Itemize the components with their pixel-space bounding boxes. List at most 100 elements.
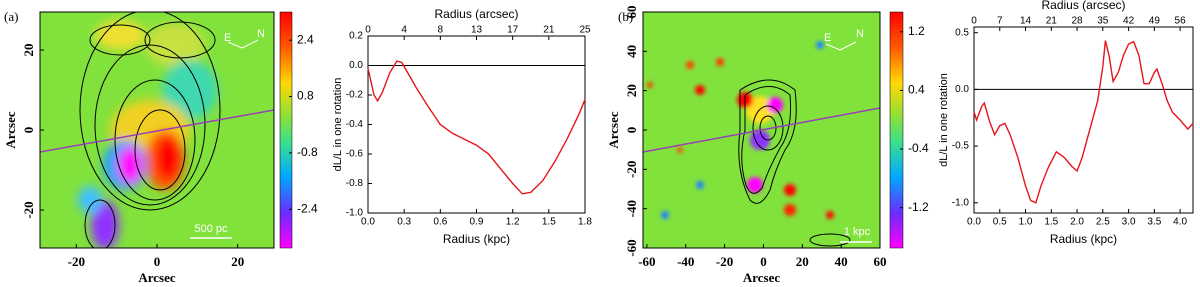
x2-tick-label: 42 (1123, 16, 1135, 27)
x-tick-label: -20 (716, 254, 733, 269)
x2-tick-label: 13 (471, 25, 483, 36)
x2-tick-label: 35 (1097, 16, 1109, 27)
x-tick-label: 0.0 (361, 217, 375, 228)
colorbar-tick-label: -0.8 (297, 145, 318, 159)
x-axis-label: Radius (kpc) (443, 232, 510, 246)
colorbar-tick-label: -0.4 (908, 141, 929, 155)
x-tick-label: -20 (68, 254, 85, 269)
x-tick-label: 3.0 (1122, 217, 1136, 228)
y-tick-label: 0.2 (349, 31, 363, 42)
y-tick-label: 0.5 (955, 27, 969, 38)
x2-tick-label: 0 (971, 16, 977, 27)
x-tick-label: 1.5 (542, 217, 556, 228)
colorbar-frame (889, 11, 904, 249)
x-axis-label: Arcsec (743, 270, 781, 285)
x-tick-label: -60 (638, 254, 655, 269)
x-tick-label: 1.8 (578, 217, 592, 228)
y-tick-label: -0.8 (346, 178, 364, 189)
y-tick-label: 20 (21, 44, 36, 57)
north-label: N (856, 28, 864, 40)
y-tick-label: -40 (624, 200, 639, 217)
map-image: 1 kpc E N (643, 12, 880, 248)
x-tick-label: 0.6 (433, 217, 447, 228)
x2-tick-label: 0 (365, 25, 371, 36)
x-tick-label: 1.2 (506, 217, 520, 228)
y-tick-label: -20 (21, 201, 36, 218)
east-label: E (824, 32, 831, 44)
y-tick-label: 0.0 (349, 60, 363, 71)
x2-tick-label: 8 (438, 25, 444, 36)
colorbar (280, 12, 292, 248)
colorbar-tick-label: -1.2 (908, 200, 929, 214)
y-tick-label: -0.5 (952, 141, 970, 152)
x-tick-label: 0.0 (967, 217, 981, 228)
x-tick-label: 1.0 (1019, 217, 1033, 228)
x2-tick-label: 21 (1046, 16, 1058, 27)
data-line (367, 60, 586, 195)
colorbar-tick-label: -2.4 (297, 201, 318, 215)
x-tick-label: -40 (677, 254, 694, 269)
x-axis-label: Radius (kpc) (1050, 232, 1117, 246)
y-tick-label: 60 (624, 6, 639, 19)
x-tick-label: 0.3 (397, 217, 411, 228)
x-tick-label: 2.5 (1096, 217, 1110, 228)
y-tick-label: -1.0 (346, 208, 364, 219)
x-tick-label: 4.0 (1173, 217, 1187, 228)
y-tick-label: -20 (624, 161, 639, 178)
x-tick-label: 1.5 (1044, 217, 1058, 228)
colorbar (890, 12, 903, 248)
y-tick-label: -0.4 (346, 119, 364, 130)
x2-tick-label: 21 (543, 25, 555, 36)
x-tick-label: 2.0 (1070, 217, 1084, 228)
plot-frame (973, 26, 1194, 214)
x-tick-label: 0.9 (470, 217, 484, 228)
x2-tick-label: 14 (1020, 16, 1032, 27)
x-tick-label: 0 (154, 254, 161, 269)
y-tick-label: 0.0 (955, 84, 969, 95)
y-axis-label: Arcsec (606, 111, 621, 149)
y-tick-label: -60 (624, 239, 639, 256)
y-tick-label: 0 (624, 127, 639, 134)
y-axis-label: dL/L in one rotation (332, 78, 344, 172)
colorbar-tick-label: 0.4 (908, 83, 925, 97)
panel-label: (b) (618, 9, 633, 24)
y-tick-label: 0 (21, 127, 36, 134)
x-tick-label: 0.5 (993, 217, 1007, 228)
colorbar-tick-label: 2.4 (297, 32, 314, 46)
east-label: E (224, 32, 231, 44)
x2-tick-label: 4 (401, 25, 407, 36)
x-tick-label: 60 (874, 254, 887, 269)
x2-tick-label: 7 (997, 16, 1003, 27)
y-tick-label: -0.2 (346, 90, 364, 101)
y-axis-label: dL/L in one rotation (938, 73, 950, 167)
colorbar-tick-label: 0.8 (297, 89, 314, 103)
data-line (973, 40, 1194, 204)
x-tick-label: 20 (231, 254, 244, 269)
y-tick-label: -0.6 (346, 149, 364, 160)
scale-bar-label: 500 pc (194, 223, 228, 235)
x2-tick-label: 25 (579, 25, 591, 36)
x2-tick-label: 17 (507, 25, 519, 36)
y-tick-label: -1.0 (952, 197, 970, 208)
x2-tick-label: 28 (1071, 16, 1083, 27)
north-label: N (257, 28, 265, 40)
panel-label: (a) (4, 9, 18, 24)
x-tick-label: 40 (835, 254, 848, 269)
x2-tick-label: 56 (1175, 16, 1187, 27)
colorbar-tick-label: 1.2 (908, 24, 925, 38)
y-axis-label: Arcsec (3, 111, 18, 149)
y-tick-label: 40 (624, 45, 639, 58)
x2-axis-label: Radius (arcsec) (434, 7, 518, 21)
x-tick-label: 20 (796, 254, 809, 269)
x-tick-label: 3.5 (1147, 217, 1161, 228)
x2-tick-label: 49 (1149, 16, 1161, 27)
x2-axis-label: Radius (arcsec) (1041, 0, 1125, 12)
scale-bar-label: 1 kpc (844, 226, 871, 238)
x-axis-label: Arcsec (138, 270, 176, 285)
x-tick-label: 0 (760, 254, 767, 269)
y-tick-label: 20 (624, 84, 639, 97)
colorbar-frame (279, 11, 293, 249)
map-image: 500 pc E N (40, 12, 274, 248)
